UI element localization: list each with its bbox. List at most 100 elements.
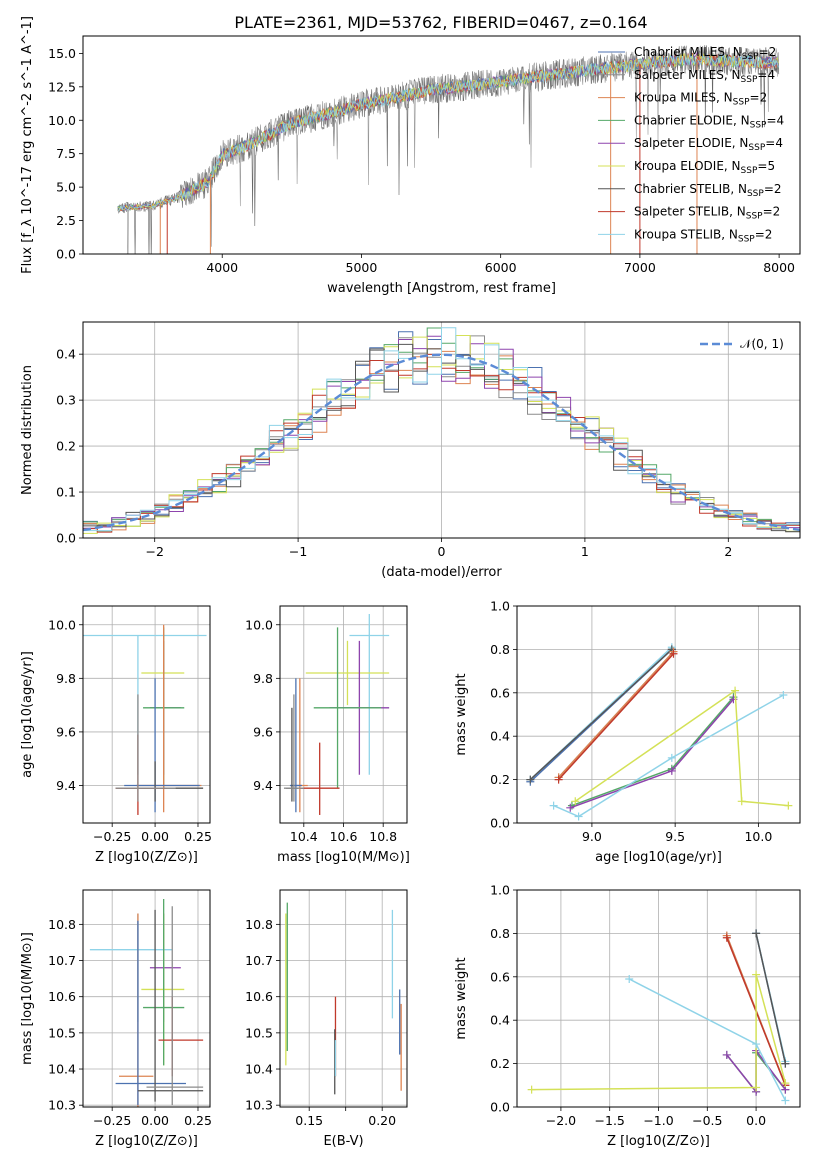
- y-axis-label: mass weight: [454, 957, 469, 1039]
- y-tick-label: 0.0: [56, 247, 76, 262]
- errorbar-point-6: [124, 678, 200, 813]
- y-tick-label: 10.0: [245, 617, 273, 632]
- errorbar-point-4: [143, 899, 185, 1066]
- panel-age-vs-mass: 10.4 10.6 10.8 9.4 9.6 9.8 10.0 mass [log10(M/M…: [245, 605, 410, 865]
- x-axis-label: Z [log10(Z/Z⊙)]: [95, 1134, 198, 1149]
- gaussian-curve: [83, 353, 800, 532]
- x-tick-label: 10.0: [744, 829, 772, 844]
- weight-marker: [784, 801, 793, 810]
- errorbar-point-2: [141, 640, 185, 706]
- weight-marker: [752, 970, 761, 979]
- y-tick-label: 0.0: [490, 816, 510, 831]
- x-tick-label: −2: [145, 544, 163, 559]
- y-tick-label: 10.6: [245, 989, 273, 1004]
- weight-marker: [779, 690, 788, 699]
- x-tick-label: −2.0: [546, 1113, 576, 1128]
- panel-spectrum: 4000 5000 6000 7000 8000 0.0 2.5 5.0 7.5 10.0 12.5…: [20, 16, 801, 296]
- weight-marker: [781, 1079, 790, 1088]
- y-tick-label: 0.0: [56, 531, 76, 546]
- y-tick-label: 10.8: [245, 917, 273, 932]
- x-tick-label: 7000: [624, 260, 656, 275]
- plot-area-spectrum: [117, 45, 780, 254]
- y-tick-label: 2.5: [56, 213, 76, 228]
- x-axis-label: mass [log10(M/M⊙)]: [277, 850, 410, 865]
- x-tick-label: 0.25: [184, 1113, 212, 1128]
- y-tick-label: 0.0: [490, 1100, 510, 1115]
- x-tick-label: 4000: [206, 260, 238, 275]
- x-tick-label: 1: [581, 544, 589, 559]
- weight-series-6: [558, 653, 675, 781]
- y-tick-label: 10.5: [245, 1025, 273, 1040]
- weight-series-3: [529, 648, 673, 781]
- weight-marker: [669, 649, 678, 658]
- x-tick-label: 8000: [763, 260, 795, 275]
- errorbar-point-7: [115, 920, 186, 1106]
- panels: 4000 5000 6000 7000 80000.02.55.07.510.012.5…: [20, 16, 801, 1149]
- y-tick-label: 10.0: [48, 617, 76, 632]
- y-tick-label: 0.3: [56, 393, 76, 408]
- panel-age-vs-Z: −0.25 0.00 0.25 9.4 9.6 9.8 10.0 Z [log10(Z/Z⊙)…: [20, 605, 212, 865]
- y-tick-label: 9.6: [56, 724, 76, 739]
- y-tick-label: 5.0: [56, 180, 76, 195]
- y-tick-label: 9.8: [253, 671, 273, 686]
- y-tick-label: 10.3: [48, 1098, 76, 1113]
- errorbar-point-9: [115, 694, 176, 802]
- x-tick-label: 2: [724, 544, 732, 559]
- plot-area-weight-vs-Z: [527, 929, 790, 1105]
- y-tick-label: 9.4: [56, 778, 76, 793]
- x-tick-label: 0.15: [295, 1113, 323, 1128]
- y-axis-label: mass weight: [454, 673, 469, 755]
- panel-mass-vs-EBV: 0.15 0.20 10.3 10.4 10.5 10.6 10.7 10.8 E(B-V): [245, 889, 408, 1149]
- y-tick-label: 0.1: [56, 485, 76, 500]
- plot-area-mass-vs-Z: [89, 899, 204, 1107]
- weight-marker: [571, 797, 580, 806]
- y-tick-label: 0.2: [56, 439, 76, 454]
- errorbar-point-8: [299, 742, 340, 815]
- x-axis-label: Z [log10(Z/Z⊙)]: [607, 1134, 710, 1149]
- axes-frame: [82, 35, 801, 255]
- y-tick-label: 7.5: [56, 146, 76, 161]
- y-axis-label: age [log10(age/yr)]: [20, 651, 35, 778]
- residual-histogram-9: [83, 327, 800, 532]
- y-tick-label: 0.2: [490, 1056, 510, 1071]
- y-tick-label: 10.7: [245, 953, 273, 968]
- y-tick-label: 9.6: [253, 724, 273, 739]
- legend-entry: Chabrier ELODIE, NSSP=4: [634, 113, 784, 130]
- panel-mass-vs-Z: −0.25 0.00 0.25 10.3 10.4 10.5 10.6 10.7 10.8 Z […: [20, 889, 212, 1149]
- x-tick-label: 0.25: [184, 829, 212, 844]
- y-tick-label: 0.8: [490, 642, 510, 657]
- weight-marker: [554, 775, 563, 784]
- y-tick-label: 1.0: [490, 883, 510, 898]
- y-tick-label: 15.0: [48, 46, 76, 61]
- plot-area-age-vs-mass: [283, 614, 390, 815]
- x-tick-label: −1.0: [643, 1113, 673, 1128]
- y-tick-label: 10.8: [48, 917, 76, 932]
- plot-area-weight-vs-age: [526, 643, 793, 821]
- y-tick-label: 10.7: [48, 953, 76, 968]
- y-tick-label: 9.8: [56, 671, 76, 686]
- errorbar-point-2: [305, 640, 390, 706]
- axes-frame: [82, 889, 211, 1108]
- x-tick-label: 9.5: [665, 829, 685, 844]
- y-tick-label: 0.2: [490, 772, 510, 787]
- x-tick-label: 9.0: [582, 829, 602, 844]
- weight-series-9: [574, 689, 789, 807]
- weight-marker: [722, 933, 731, 942]
- x-axis-label: age [log10(age/yr)]: [595, 850, 722, 865]
- y-tick-label: 10.6: [48, 989, 76, 1004]
- weight-marker: [781, 1096, 790, 1105]
- y-tick-label: 0.6: [490, 685, 510, 700]
- axes-frame: [82, 605, 211, 824]
- x-tick-label: −0.25: [93, 1113, 131, 1128]
- x-tick-label: −0.25: [93, 829, 131, 844]
- legend-entry: Kroupa ELODIE, NSSP=5: [634, 159, 775, 176]
- y-tick-label: 1.0: [490, 599, 510, 614]
- weight-marker: [752, 1083, 761, 1092]
- y-axis-label: mass [log10(M/M⊙)]: [20, 932, 35, 1065]
- weight-series-10: [553, 694, 784, 818]
- legend-entry: Salpeter MILES, NSSP=4: [634, 68, 775, 85]
- y-tick-label: 10.4: [245, 1062, 273, 1077]
- errorbar-point-5: [136, 624, 202, 813]
- weight-marker: [737, 797, 746, 806]
- weight-marker: [781, 1059, 790, 1068]
